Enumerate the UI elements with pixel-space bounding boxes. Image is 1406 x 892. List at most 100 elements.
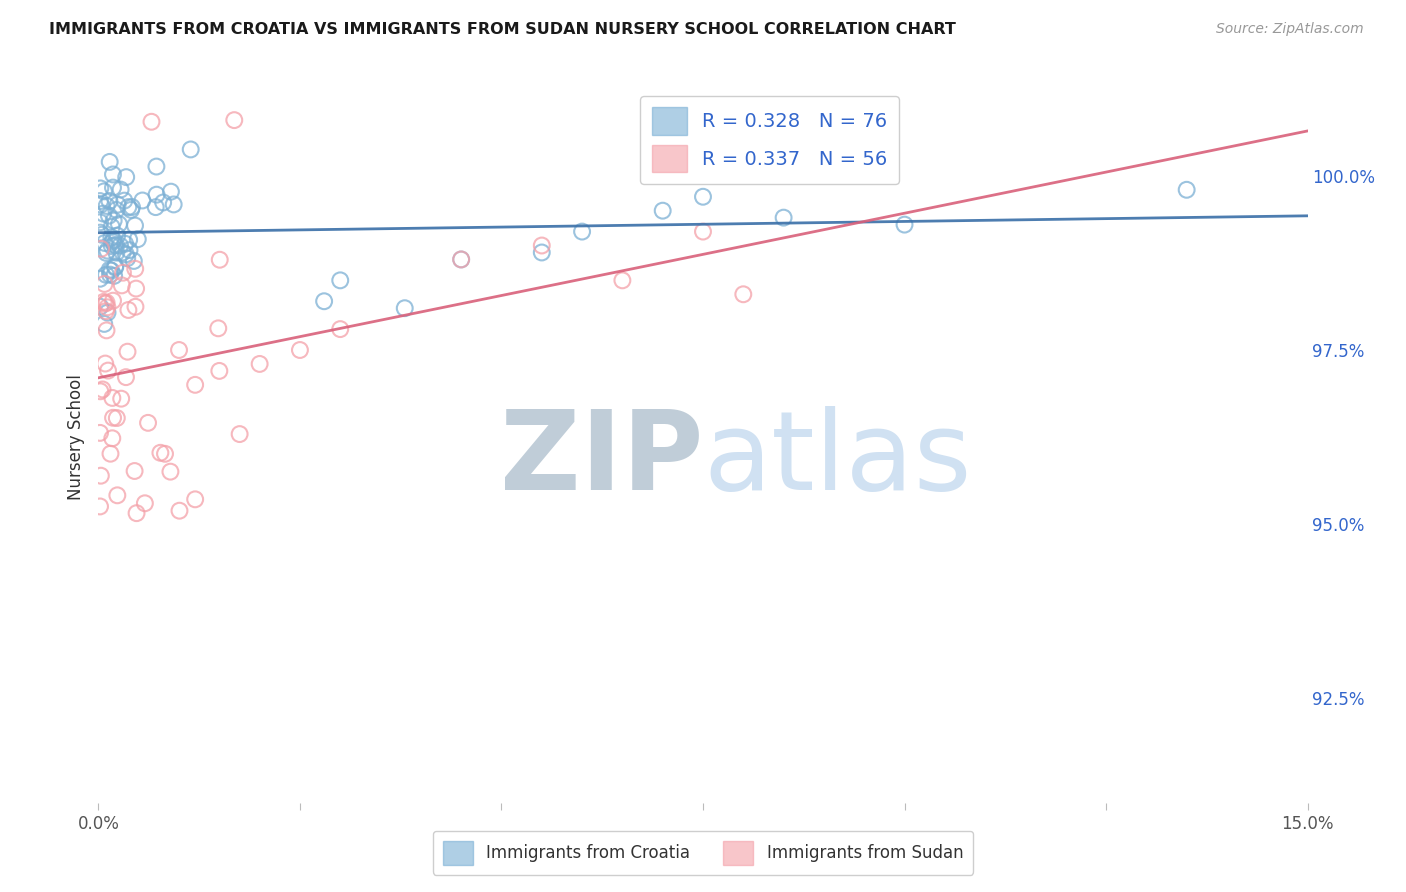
Point: [89, 215, 111, 229]
Point: [160, 185, 183, 199]
Point: [94, 304, 117, 318]
Point: [104, 260, 127, 274]
Point: [89, 194, 111, 208]
Point: [152, 195, 174, 210]
Point: [101, 239, 124, 253]
Point: [110, 182, 132, 196]
Point: [1175, 183, 1198, 197]
Point: [90, 227, 112, 242]
Point: [124, 219, 146, 233]
Point: [100, 230, 122, 244]
Point: [394, 301, 416, 316]
Point: [105, 411, 128, 425]
Legend: Immigrants from Croatia, Immigrants from Sudan: Immigrants from Croatia, Immigrants from…: [433, 831, 973, 875]
Point: [98, 262, 121, 277]
Point: [114, 236, 136, 251]
Point: [111, 245, 134, 260]
Point: [97, 209, 120, 223]
Point: [329, 322, 352, 336]
Point: [208, 252, 231, 267]
Point: [530, 245, 553, 260]
Point: [124, 464, 146, 478]
Point: [93, 317, 115, 331]
Point: [115, 252, 138, 266]
Point: [145, 187, 167, 202]
Point: [131, 194, 153, 208]
Point: [112, 194, 135, 208]
Point: [127, 232, 149, 246]
Point: [104, 260, 127, 275]
Point: [89, 272, 111, 286]
Point: [692, 225, 714, 239]
Point: [103, 233, 125, 247]
Point: [101, 235, 124, 249]
Point: [101, 168, 124, 182]
Point: [120, 202, 142, 217]
Point: [450, 252, 472, 267]
Point: [101, 391, 124, 405]
Point: [91, 383, 114, 397]
Point: [94, 296, 117, 310]
Point: [100, 263, 122, 277]
Point: [125, 282, 148, 296]
Point: [91, 206, 114, 220]
Point: [249, 357, 271, 371]
Point: [96, 301, 118, 315]
Point: [105, 488, 128, 502]
Point: [96, 295, 118, 310]
Point: [163, 197, 186, 211]
Point: [145, 160, 167, 174]
Point: [108, 238, 131, 252]
Point: [571, 225, 593, 239]
Point: [94, 235, 117, 250]
Point: [153, 447, 176, 461]
Point: [207, 321, 229, 335]
Point: [96, 305, 118, 319]
Point: [651, 203, 673, 218]
Point: [89, 226, 111, 240]
Point: [134, 496, 156, 510]
Point: [101, 431, 124, 445]
Y-axis label: Nursery School: Nursery School: [66, 374, 84, 500]
Text: atlas: atlas: [703, 406, 972, 513]
Point: [530, 238, 553, 252]
Point: [93, 185, 115, 199]
Text: Source: ZipAtlas.com: Source: ZipAtlas.com: [1216, 22, 1364, 37]
Point: [96, 323, 118, 337]
Point: [96, 244, 118, 258]
Point: [224, 113, 246, 128]
Point: [149, 446, 172, 460]
Point: [115, 170, 138, 185]
Point: [329, 273, 352, 287]
Point: [98, 268, 121, 282]
Point: [101, 180, 124, 194]
Point: [108, 217, 131, 231]
Point: [612, 273, 634, 287]
Point: [103, 213, 125, 227]
Point: [208, 364, 231, 378]
Point: [118, 243, 141, 257]
Point: [90, 197, 112, 211]
Point: [96, 246, 118, 260]
Point: [115, 370, 138, 384]
Point: [89, 181, 111, 195]
Point: [103, 268, 125, 283]
Point: [180, 143, 202, 157]
Point: [167, 343, 190, 357]
Point: [89, 384, 111, 399]
Point: [115, 247, 138, 261]
Point: [105, 228, 128, 243]
Point: [159, 465, 181, 479]
Point: [98, 154, 121, 169]
Point: [733, 287, 755, 301]
Point: [105, 245, 128, 260]
Point: [96, 199, 118, 213]
Point: [105, 202, 128, 217]
Point: [93, 294, 115, 309]
Point: [104, 238, 127, 252]
Point: [125, 506, 148, 520]
Point: [93, 277, 115, 291]
Point: [136, 416, 159, 430]
Point: [169, 504, 191, 518]
Point: [89, 425, 111, 440]
